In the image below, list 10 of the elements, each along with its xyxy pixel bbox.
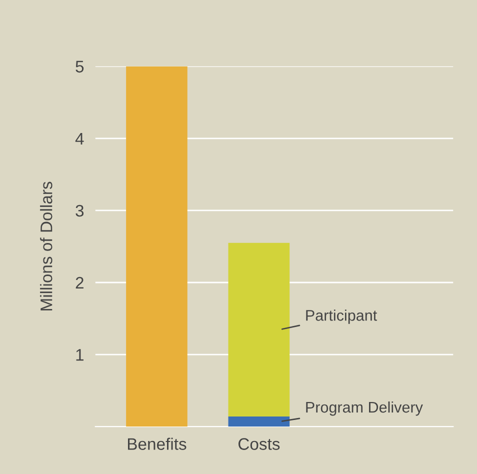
- x-tick-label: Benefits: [128, 438, 186, 450]
- y-tick-label: 3: [76, 204, 84, 217]
- x-tick-label: Costs: [238, 438, 280, 450]
- y-axis-title: Millions of Dollars: [40, 182, 52, 310]
- series-label: Program Delivery: [306, 401, 423, 416]
- y-tick-label: 1: [76, 349, 84, 361]
- y-tick-label: 5: [76, 60, 84, 73]
- y-tick-label: 2: [76, 276, 84, 289]
- y-tick-label: 4: [75, 132, 84, 144]
- series-label: Participant: [306, 310, 378, 324]
